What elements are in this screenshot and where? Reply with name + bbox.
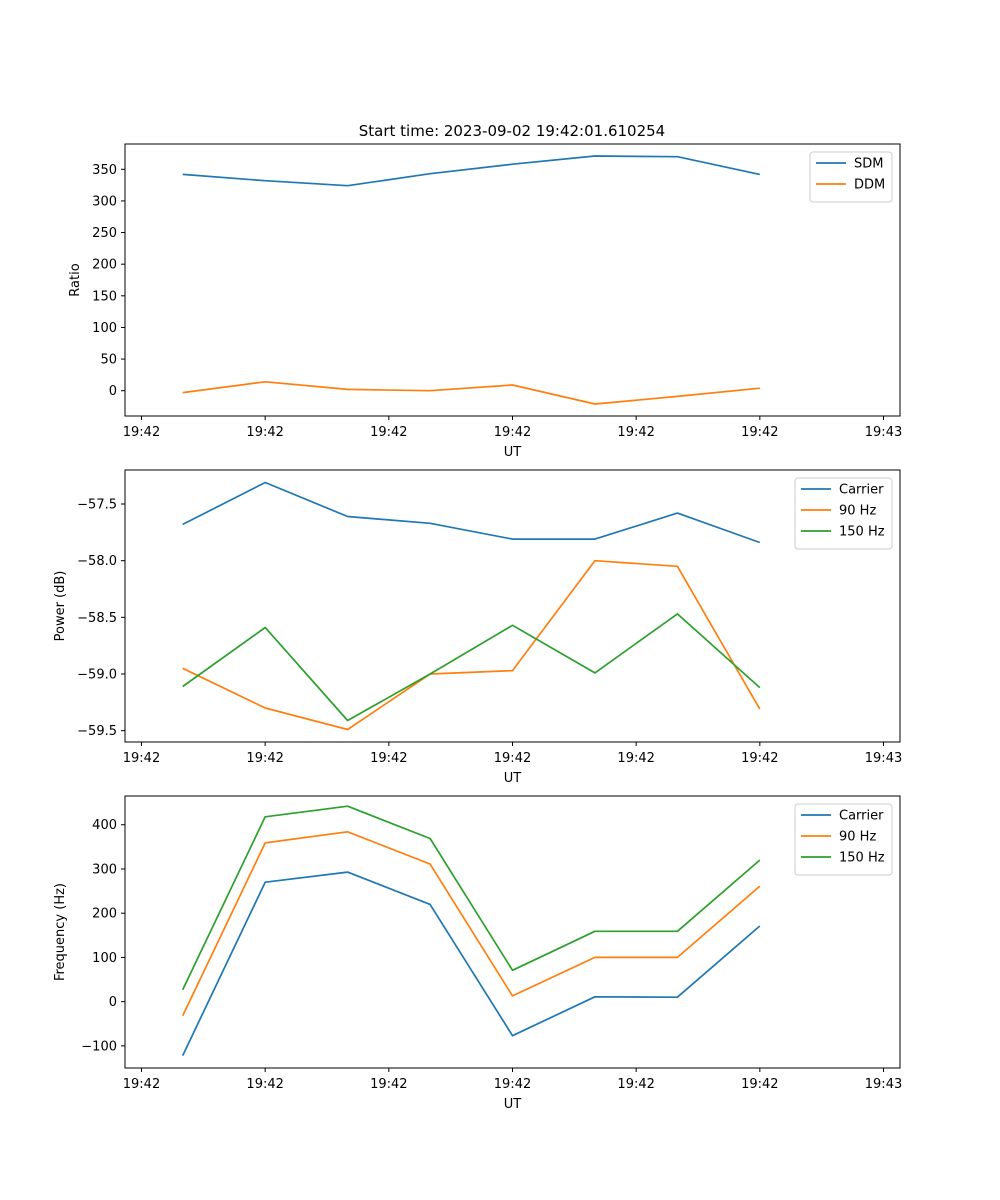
x-tick-label: 19:43 — [865, 1077, 902, 1092]
x-tick-label: 19:42 — [494, 1077, 531, 1092]
series-line-150-hz — [181, 805, 761, 991]
x-tick-label: 19:42 — [123, 425, 160, 440]
y-tick-label: 100 — [92, 321, 117, 336]
x-tick-label: 19:42 — [246, 751, 283, 766]
x-axis-label: UT — [504, 1097, 522, 1112]
y-tick-label: 50 — [100, 353, 117, 368]
y-tick-label: 300 — [92, 862, 117, 877]
x-tick-label: 19:42 — [741, 425, 778, 440]
y-tick-label: −100 — [81, 1039, 117, 1054]
legend-label: 150 Hz — [839, 851, 885, 866]
plot-frame — [124, 143, 901, 417]
x-tick-label: 19:42 — [123, 1077, 160, 1092]
y-axis-label: Frequency (Hz) — [53, 883, 68, 981]
x-tick-label: 19:43 — [865, 751, 902, 766]
legend: SDM DDM — [809, 151, 893, 203]
x-tick-label: 19:42 — [617, 1077, 654, 1092]
x-tick-label: 19:42 — [617, 425, 654, 440]
legend-label: DDM — [854, 178, 885, 193]
x-tick-label: 19:42 — [494, 751, 531, 766]
x-tick-label: 19:42 — [246, 1077, 283, 1092]
plot-frame — [124, 795, 901, 1069]
x-axis-label: UT — [504, 771, 522, 786]
x-tick-label: 19:42 — [246, 425, 283, 440]
series-line-90-hz — [182, 559, 761, 731]
legend: Carrier 90 Hz 150 Hz — [794, 803, 893, 876]
figure-title: Start time: 2023-09-02 19:42:01.610254 — [359, 122, 665, 140]
series-line-150-hz — [182, 613, 761, 722]
y-tick-label: 400 — [92, 818, 117, 833]
frequency-panel: 19:42 19:42 19:42 19:42 19:42 19:42 19:43 −100 0… — [53, 795, 902, 1112]
plot-frame — [124, 469, 901, 743]
x-tick-label: 19:42 — [741, 1077, 778, 1092]
series-line-ddm — [182, 380, 760, 405]
series-line-carrier — [181, 871, 761, 1056]
y-axis-label: Power (dB) — [53, 571, 68, 642]
x-tick-label: 19:42 — [123, 751, 160, 766]
y-tick-label: −59.0 — [77, 668, 117, 683]
x-tick-label: 19:42 — [617, 751, 654, 766]
legend-label: 90 Hz — [839, 504, 876, 519]
series-line-carrier — [182, 481, 761, 544]
y-tick-label: −57.5 — [77, 498, 117, 513]
y-tick-label: −59.5 — [77, 724, 117, 739]
ratio-panel: 19:42 19:42 19:42 19:42 19:42 19:42 19:43 0 50 10… — [68, 143, 902, 460]
series-line-sdm — [182, 155, 760, 187]
y-tick-label: 150 — [92, 289, 117, 304]
y-tick-label: 0 — [109, 995, 117, 1010]
y-tick-label: 250 — [92, 226, 117, 241]
legend-label: 90 Hz — [839, 830, 876, 845]
legend-label: Carrier — [839, 809, 884, 824]
legend: Carrier 90 Hz 150 Hz — [794, 477, 893, 550]
y-tick-label: 350 — [92, 163, 117, 178]
legend-label: Carrier — [839, 483, 884, 498]
y-tick-label: 100 — [92, 951, 117, 966]
series-line-90-hz — [181, 830, 761, 1017]
legend-box — [809, 151, 893, 203]
y-tick-label: −58.0 — [77, 554, 117, 569]
y-tick-label: −58.5 — [77, 611, 117, 626]
y-tick-label: 200 — [92, 258, 117, 273]
legend-label: SDM — [854, 157, 883, 172]
x-tick-label: 19:42 — [370, 425, 407, 440]
x-axis-label: UT — [504, 445, 522, 460]
x-tick-label: 19:42 — [370, 751, 407, 766]
legend-label: 150 Hz — [839, 525, 885, 540]
power-panel: 19:42 19:42 19:42 19:42 19:42 19:42 19:43 −59.5… — [53, 469, 902, 786]
y-tick-label: 0 — [109, 384, 117, 399]
x-tick-label: 19:42 — [494, 425, 531, 440]
x-tick-label: 19:42 — [741, 751, 778, 766]
y-axis-label: Ratio — [68, 263, 83, 296]
y-tick-label: 300 — [92, 194, 117, 209]
x-tick-label: 19:42 — [370, 1077, 407, 1092]
y-tick-label: 200 — [92, 907, 117, 922]
x-tick-label: 19:43 — [865, 425, 902, 440]
